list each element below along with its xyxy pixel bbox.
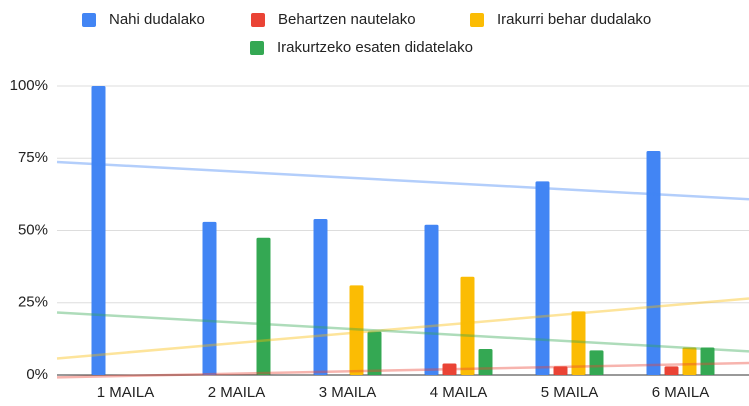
y-tick-label: 0% <box>26 366 48 383</box>
legend-swatch <box>470 13 484 27</box>
legend-label: Behartzen nautelako <box>278 11 416 28</box>
legend-label: Irakurtzeko esaten didatelako <box>277 39 473 56</box>
x-tick-label: 4 MAILA <box>430 384 488 401</box>
bar <box>664 366 679 375</box>
x-tick-label: 3 MAILA <box>319 384 377 401</box>
legend-label: Nahi dudalako <box>109 11 205 28</box>
legend-swatch <box>250 41 264 55</box>
bar <box>571 311 586 375</box>
trendline <box>56 311 749 353</box>
bar <box>589 350 604 375</box>
y-tick-label: 75% <box>18 149 48 166</box>
y-tick-label: 50% <box>18 221 48 238</box>
x-tick-label: 2 MAILA <box>208 384 266 401</box>
bar <box>367 331 382 375</box>
x-tick-label: 5 MAILA <box>541 384 599 401</box>
trendline <box>56 160 749 201</box>
bar <box>646 151 661 375</box>
bar <box>349 285 364 375</box>
bar <box>535 181 550 375</box>
x-tick-label: 6 MAILA <box>652 384 710 401</box>
legend-swatch <box>251 13 265 27</box>
bar <box>442 363 457 375</box>
trendline <box>56 361 749 379</box>
bar <box>256 237 271 375</box>
legend-swatch <box>82 13 96 27</box>
bar <box>313 218 328 375</box>
bar <box>91 86 106 375</box>
legend-label: Irakurri behar dudalako <box>497 11 651 28</box>
bar <box>682 347 697 375</box>
y-tick-label: 25% <box>18 294 48 311</box>
bar <box>202 221 217 375</box>
trendline <box>56 297 749 360</box>
bar <box>553 366 568 375</box>
bar <box>700 347 715 375</box>
y-tick-label: 100% <box>10 77 48 94</box>
bar <box>460 276 475 375</box>
bar <box>424 224 439 375</box>
bar <box>478 348 493 375</box>
x-tick-label: 1 MAILA <box>97 384 155 401</box>
